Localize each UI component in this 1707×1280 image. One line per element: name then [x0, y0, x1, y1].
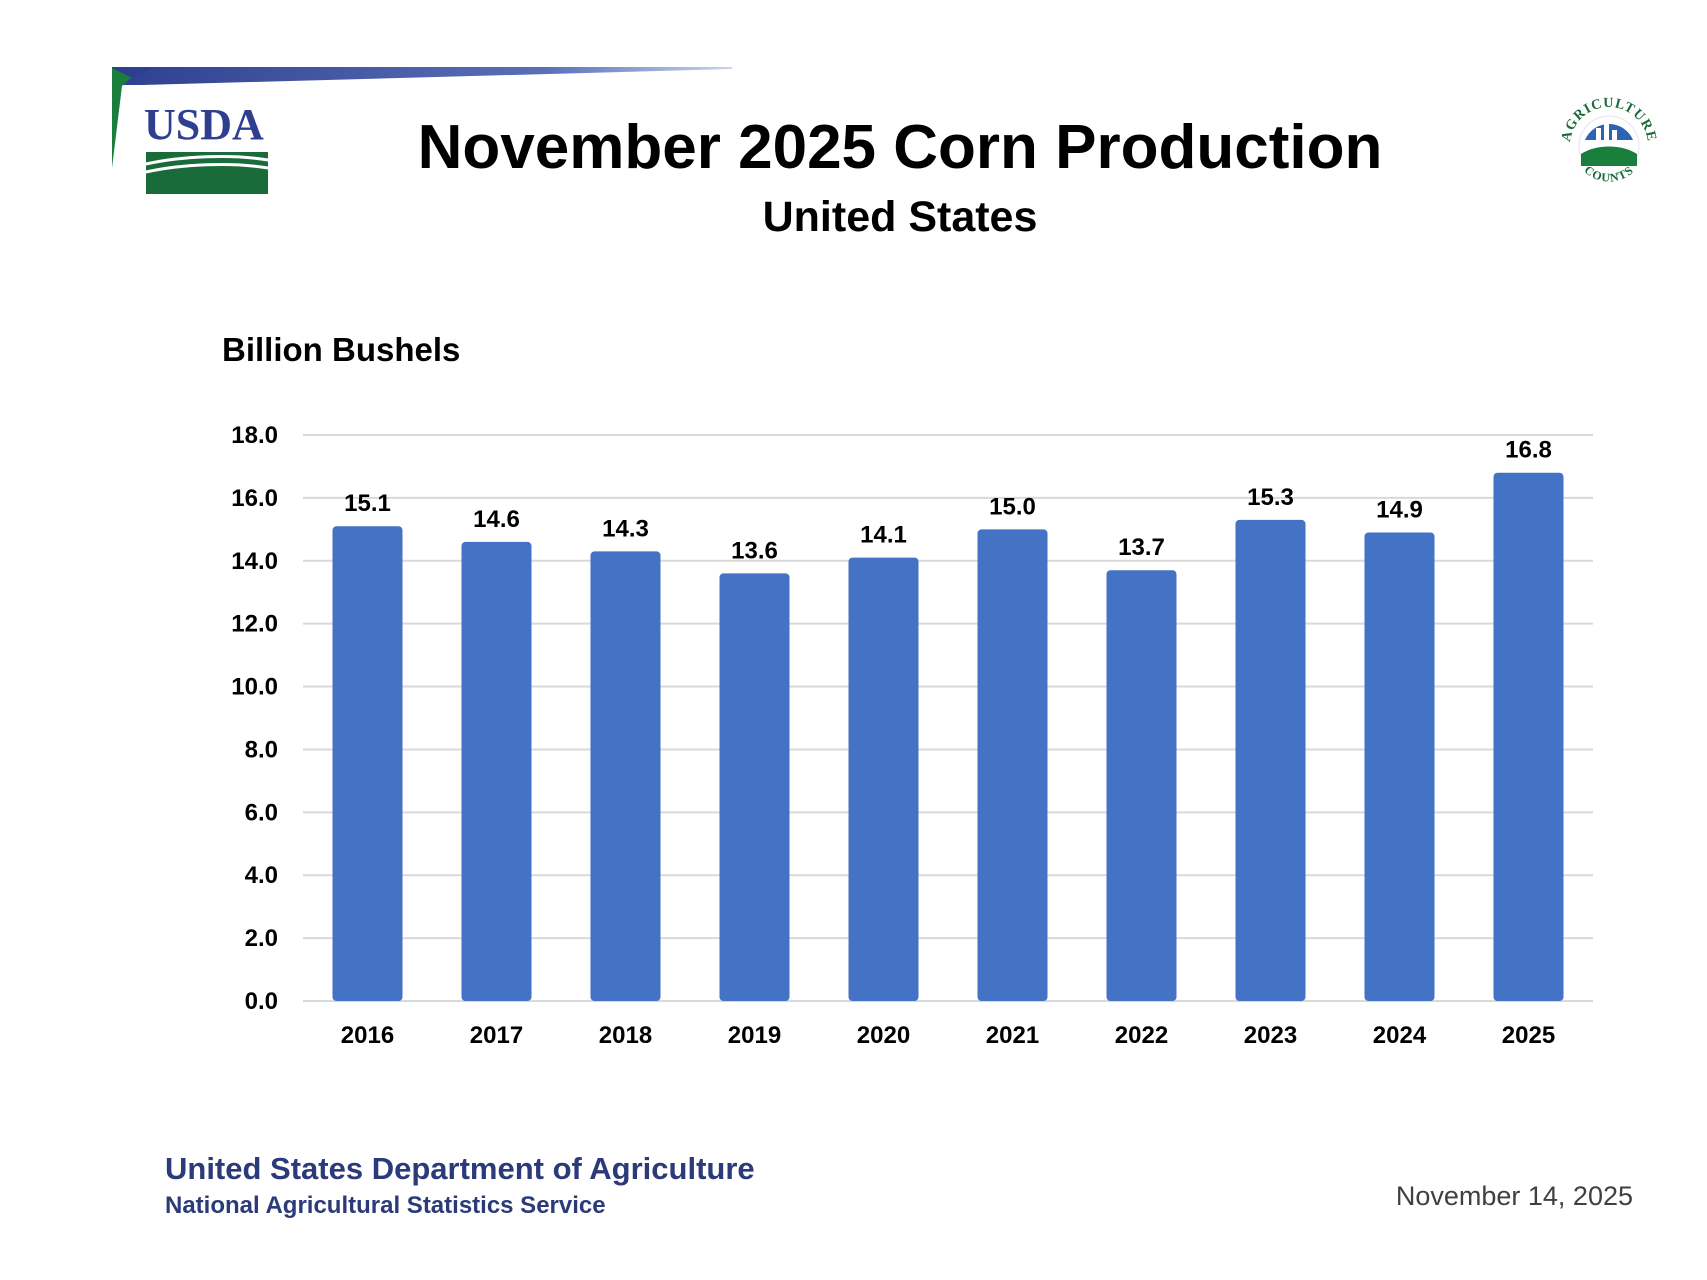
- footer-service: National Agricultural Statistics Service: [165, 1192, 606, 1219]
- x-tick-label: 2017: [470, 1022, 523, 1049]
- y-tick-label: 0.0: [245, 988, 278, 1015]
- bar: [1364, 532, 1435, 1001]
- x-tick-label: 2019: [728, 1022, 781, 1049]
- bar: [332, 526, 403, 1001]
- x-tick-label: 2023: [1244, 1022, 1297, 1049]
- y-tick-label: 6.0: [245, 799, 278, 826]
- footer-date: November 14, 2025: [1395, 1181, 1633, 1211]
- y-tick-label: 2.0: [245, 925, 278, 952]
- data-label: 15.0: [989, 493, 1036, 520]
- y-tick-label: 10.0: [231, 674, 278, 701]
- bar: [719, 573, 790, 1001]
- y-tick-label: 16.0: [231, 485, 278, 512]
- y-axis-label: Billion Bushels: [222, 331, 461, 368]
- y-tick-label: 4.0: [245, 862, 278, 889]
- data-label: 13.6: [731, 537, 778, 564]
- bar: [1235, 519, 1306, 1001]
- x-tick-label: 2021: [986, 1022, 1039, 1049]
- y-tick-label: 18.0: [231, 422, 278, 449]
- data-label: 14.1: [860, 522, 907, 549]
- bar: [848, 557, 919, 1001]
- chart-subtitle: United States: [762, 193, 1038, 241]
- bar: [1106, 570, 1177, 1001]
- x-tick-label: 2016: [341, 1022, 394, 1049]
- chart-title: November 2025 Corn Production: [417, 113, 1383, 182]
- svg-text:COUNTS: COUNTS: [1582, 163, 1637, 185]
- header-band: [112, 67, 732, 85]
- bar: [1493, 472, 1564, 1001]
- data-label: 14.3: [602, 515, 649, 542]
- x-tick-label: 2025: [1502, 1022, 1555, 1049]
- x-tick-label: 2020: [857, 1022, 910, 1049]
- data-label: 14.6: [473, 506, 520, 533]
- data-label: 15.3: [1247, 484, 1294, 511]
- x-tick-label: 2022: [1115, 1022, 1168, 1049]
- bar: [590, 551, 661, 1001]
- data-label: 14.9: [1376, 496, 1423, 523]
- bar: [461, 541, 532, 1001]
- y-tick-label: 14.0: [231, 548, 278, 575]
- bar: [977, 529, 1048, 1001]
- usda-logo: USDA: [112, 68, 269, 194]
- y-tick-label: 8.0: [245, 736, 278, 763]
- data-label: 15.1: [344, 490, 391, 517]
- footer-agency: United States Department of Agriculture: [165, 1151, 755, 1186]
- usda-logo-text: USDA: [144, 100, 264, 149]
- agriculture-counts-seal: AGRICULTURE COUNTS: [1559, 96, 1658, 185]
- x-tick-label: 2018: [599, 1022, 652, 1049]
- seal-text-bottom: COUNTS: [1582, 163, 1636, 185]
- y-tick-label: 12.0: [231, 611, 278, 638]
- data-label: 16.8: [1505, 437, 1552, 464]
- x-tick-label: 2024: [1373, 1022, 1427, 1049]
- data-label: 13.7: [1118, 534, 1165, 561]
